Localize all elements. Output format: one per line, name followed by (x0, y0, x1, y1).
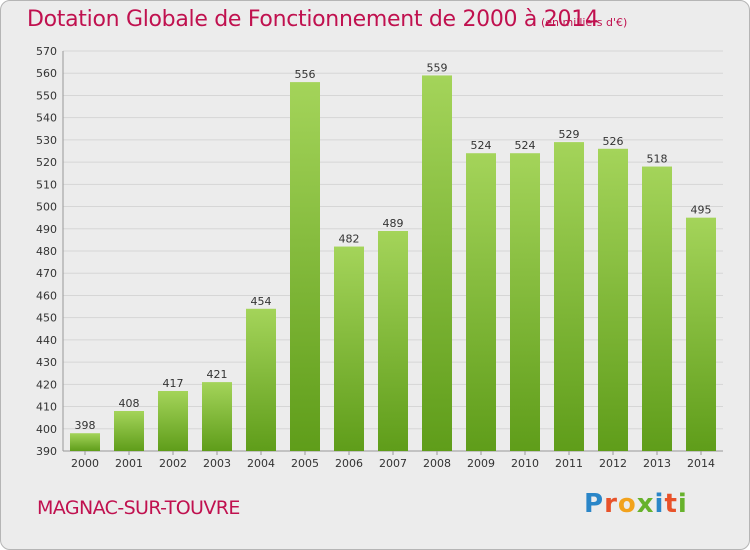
y-tick-label: 500 (36, 201, 57, 214)
y-tick-label: 560 (36, 67, 57, 80)
bar (202, 382, 232, 451)
bar-value-label: 408 (119, 397, 140, 410)
bar (642, 166, 672, 452)
bar (554, 142, 584, 451)
x-tick-label: 2014 (687, 457, 715, 470)
x-tick-label: 2005 (291, 457, 319, 470)
logo-letter: t (664, 489, 678, 519)
x-tick-label: 2001 (115, 457, 143, 470)
bar-value-label: 559 (427, 61, 448, 74)
x-tick-label: 2004 (247, 457, 275, 470)
bar (114, 411, 144, 451)
bar (70, 433, 100, 451)
bar-value-label: 524 (471, 139, 492, 152)
bar-value-label: 495 (691, 204, 712, 217)
x-tick-label: 2011 (555, 457, 583, 470)
x-tick-label: 2010 (511, 457, 539, 470)
x-tick-label: 2009 (467, 457, 495, 470)
y-tick-label: 420 (36, 378, 57, 391)
bar-value-label: 398 (75, 419, 96, 432)
bar-value-label: 489 (383, 217, 404, 230)
y-tick-label: 570 (36, 45, 57, 58)
y-tick-label: 410 (36, 401, 57, 414)
y-tick-label: 470 (36, 267, 57, 280)
y-tick-label: 510 (36, 178, 57, 191)
logo-letter: i (654, 489, 665, 519)
bar (334, 246, 364, 451)
y-tick-label: 530 (36, 134, 57, 147)
chart-title: Dotation Globale de Fonctionnement de 20… (27, 7, 599, 32)
x-tick-label: 2012 (599, 457, 627, 470)
logo-letter: o (617, 489, 637, 519)
x-tick-label: 2006 (335, 457, 363, 470)
y-tick-label: 540 (36, 112, 57, 125)
proxiti-logo: Proxiti (584, 489, 688, 519)
x-tick-label: 2007 (379, 457, 407, 470)
bar (686, 217, 716, 451)
bar (290, 82, 320, 451)
bar (378, 231, 408, 451)
bar-value-label: 526 (603, 135, 624, 148)
bar-value-label: 524 (515, 139, 536, 152)
y-tick-label: 520 (36, 156, 57, 169)
bar (598, 148, 628, 451)
logo-letter: x (636, 489, 655, 519)
y-tick-label: 440 (36, 334, 57, 347)
bar (422, 75, 452, 451)
x-tick-label: 2008 (423, 457, 451, 470)
y-tick-label: 490 (36, 223, 57, 236)
bar-value-label: 482 (339, 233, 360, 246)
y-tick-label: 400 (36, 423, 57, 436)
bar-value-label: 421 (207, 368, 228, 381)
logo-letter: r (604, 489, 618, 519)
y-tick-label: 450 (36, 312, 57, 325)
y-tick-label: 390 (36, 445, 57, 458)
x-tick-label: 2013 (643, 457, 671, 470)
bar-value-label: 454 (251, 295, 272, 308)
logo-letter: P (584, 489, 605, 519)
bar (158, 391, 188, 451)
bar-value-label: 529 (559, 128, 580, 141)
bar-value-label: 417 (163, 377, 184, 390)
unit-note: (en milliers d'€) (541, 16, 628, 29)
y-tick-label: 460 (36, 289, 57, 302)
bar (510, 153, 540, 451)
logo-letter: i (677, 489, 688, 519)
bar (466, 153, 496, 451)
x-tick-label: 2003 (203, 457, 231, 470)
bar-value-label: 556 (295, 68, 316, 81)
bar-value-label: 518 (647, 153, 668, 166)
y-tick-label: 480 (36, 245, 57, 258)
y-tick-label: 550 (36, 89, 57, 102)
commune-name: MAGNAC-SUR-TOUVRE (37, 497, 240, 519)
y-tick-label: 430 (36, 356, 57, 369)
x-tick-label: 2000 (71, 457, 99, 470)
x-tick-label: 2002 (159, 457, 187, 470)
bar (246, 308, 276, 451)
